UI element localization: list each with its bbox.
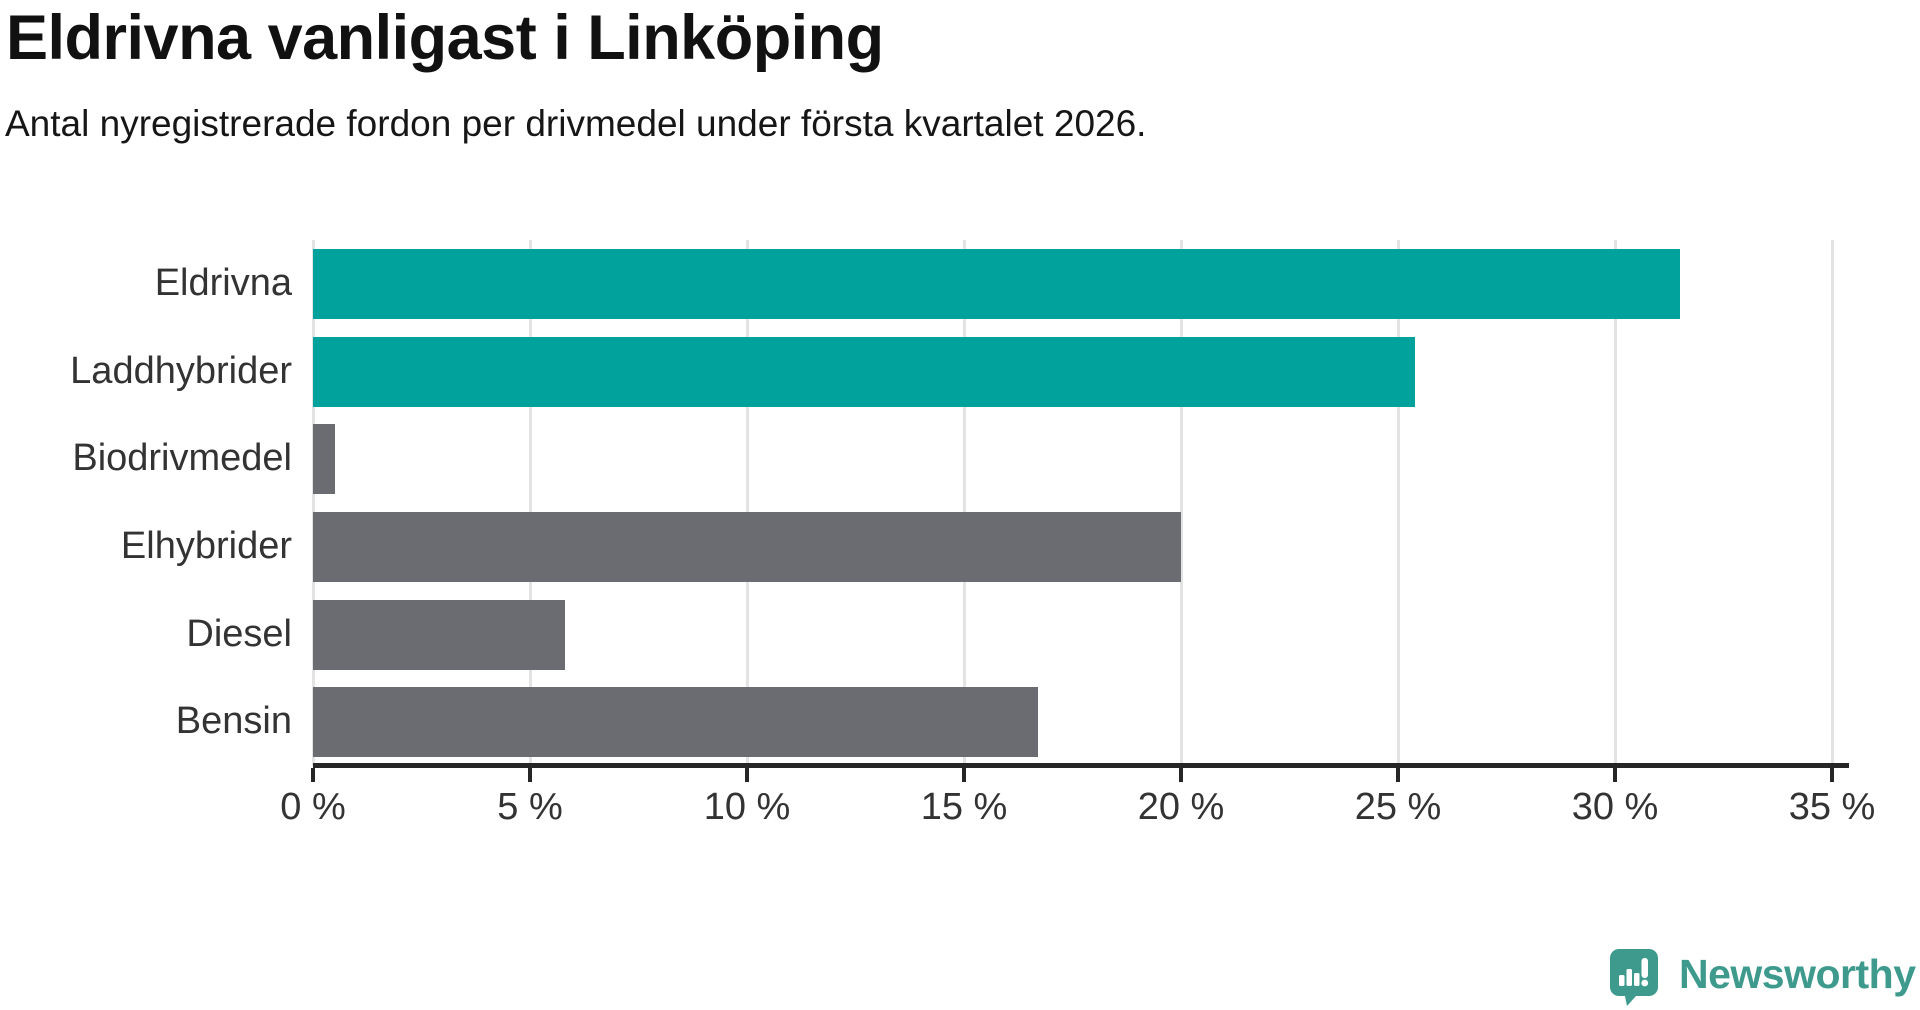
category-labels: Eldrivna Laddhybrider Biodrivmedel Elhybrid… xyxy=(0,240,292,766)
x-axis-tick-label-20: 20 % xyxy=(1137,786,1225,828)
x-axis-tick-30 xyxy=(1613,768,1617,782)
x-axis-tick-label-15: 15 % xyxy=(920,786,1008,828)
x-axis-tick-label-30: 30 % xyxy=(1571,786,1659,828)
x-axis-tick-label-25: 25 % xyxy=(1354,786,1442,828)
bar-eldrivna xyxy=(313,248,1681,319)
newsworthy-logo-icon xyxy=(1610,949,1658,1006)
gridline-10 xyxy=(745,240,749,766)
gridline-20 xyxy=(1179,240,1183,766)
x-axis-tick-label-10: 10 % xyxy=(703,786,791,828)
bar-diesel xyxy=(313,599,565,670)
gridline-0 xyxy=(311,240,315,766)
x-axis-tick-15 xyxy=(962,768,966,782)
category-label-biodrivmedel: Biodrivmedel xyxy=(72,437,292,480)
chart-title: Eldrivna vanligast i Linköping xyxy=(6,3,884,73)
gridline-30 xyxy=(1613,240,1617,766)
category-label-bensin: Bensin xyxy=(175,700,292,743)
plot-area xyxy=(311,240,1849,768)
bar-laddhybrider xyxy=(313,336,1416,407)
category-label-laddhybrider: Laddhybrider xyxy=(70,349,292,392)
x-axis-tick-20 xyxy=(1179,768,1183,782)
newsworthy-logo-text: Newsworthy xyxy=(1679,951,1916,997)
x-axis-tick-label-5: 5 % xyxy=(497,786,563,828)
x-axis-tick-5 xyxy=(528,768,532,782)
gridline-25 xyxy=(1396,240,1400,766)
chart-subtitle: Antal nyregistrerade fordon per drivmede… xyxy=(5,103,1147,144)
gridline-35 xyxy=(1830,240,1834,766)
newsworthy-logo: Newsworthy xyxy=(1610,949,1916,1006)
category-label-elhybrider: Elhybrider xyxy=(120,525,292,567)
x-axis-tick-label-35: 35 % xyxy=(1788,786,1876,828)
x-axis-tick-0 xyxy=(311,768,315,782)
category-label-eldrivna: Eldrivna xyxy=(154,262,292,304)
x-axis-line xyxy=(313,763,1849,768)
x-axis-tick-35 xyxy=(1830,768,1834,782)
category-label-diesel: Diesel xyxy=(186,612,292,655)
x-axis-tick-10 xyxy=(745,768,749,782)
bar-bensin xyxy=(313,687,1038,758)
gridline-15 xyxy=(962,240,966,766)
bar-biodrivmedel xyxy=(313,424,335,495)
x-axis-tick-25 xyxy=(1396,768,1400,782)
gridline-5 xyxy=(528,240,532,766)
bar-elhybrider xyxy=(313,511,1181,582)
x-axis-tick-label-0: 0 % xyxy=(280,786,346,828)
